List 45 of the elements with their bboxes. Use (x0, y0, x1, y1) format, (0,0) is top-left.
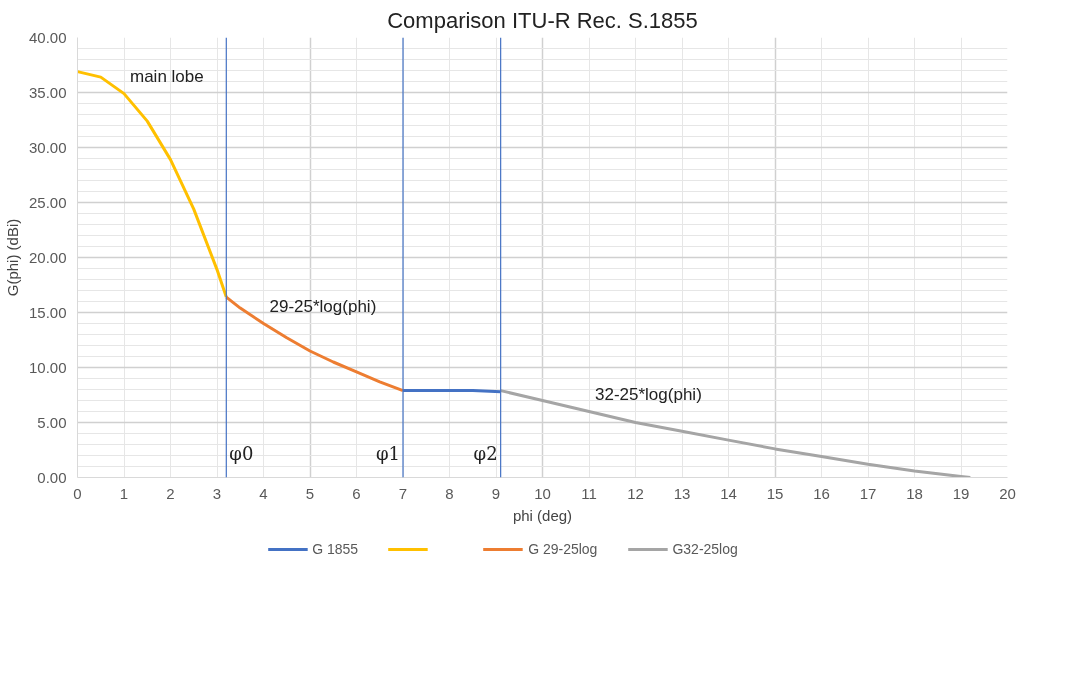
x-tick-label: 5 (305, 484, 315, 502)
y-tick-label: 10.00 (28, 358, 67, 376)
x-tick-label: 17 (859, 484, 877, 502)
x-tick-label: 12 (627, 484, 644, 502)
x-tick-label: 6 (352, 484, 361, 502)
line-series (499, 389, 972, 478)
annotation: 29-25*log(phi) (269, 296, 377, 316)
x-tick-label: 3 (212, 484, 222, 502)
x-tick-label: 7 (398, 484, 408, 502)
chart-title: Comparison ITU-R Rec. S.1855 (387, 7, 698, 33)
x-tick-label: 18 (906, 484, 923, 502)
legend-label: G 1855 (312, 541, 359, 557)
x-tick-label: 10 (534, 484, 551, 502)
y-tick-label: 30.00 (28, 138, 67, 156)
x-tick-label: 0 (73, 484, 82, 502)
annotation: 32-25*log(phi) (595, 384, 702, 404)
legend-label: G32-25log (672, 541, 738, 557)
x-tick-label: 9 (491, 484, 501, 502)
y-tick-label: 5.00 (37, 413, 67, 431)
ref-line-label: φ2 (473, 442, 498, 464)
x-tick-label: 19 (952, 484, 970, 502)
x-tick-label: 16 (813, 484, 830, 502)
y-axis-title: G(phi) (dBi) (3, 218, 21, 297)
annotation: main lobe (130, 66, 204, 86)
y-tick-label: 40.00 (28, 28, 67, 46)
y-tick-label: 35.00 (28, 83, 67, 101)
y-tick-label: 15.00 (28, 303, 67, 321)
y-tick-label: 25.00 (28, 193, 67, 211)
ref-line-label: φ0 (229, 442, 254, 464)
x-tick-label: 13 (673, 484, 691, 502)
y-tick-label: 20.00 (28, 248, 67, 266)
x-tick-label: 14 (720, 484, 737, 502)
x-tick-label: 2 (166, 484, 175, 502)
line-series (77, 70, 228, 299)
x-tick-label: 15 (766, 484, 784, 502)
x-tick-label: 8 (445, 484, 454, 502)
x-tick-label: 4 (259, 484, 268, 502)
ref-line-label: φ1 (375, 442, 401, 464)
line-series (224, 295, 405, 393)
x-tick-label: 1 (119, 484, 129, 502)
legend-label: G 29-25log (528, 541, 598, 557)
x-tick-label: 11 (581, 484, 597, 502)
x-axis-title: phi (deg) (512, 506, 573, 524)
y-tick-label: 0.00 (37, 468, 67, 486)
x-tick-label: 20 (999, 484, 1016, 502)
